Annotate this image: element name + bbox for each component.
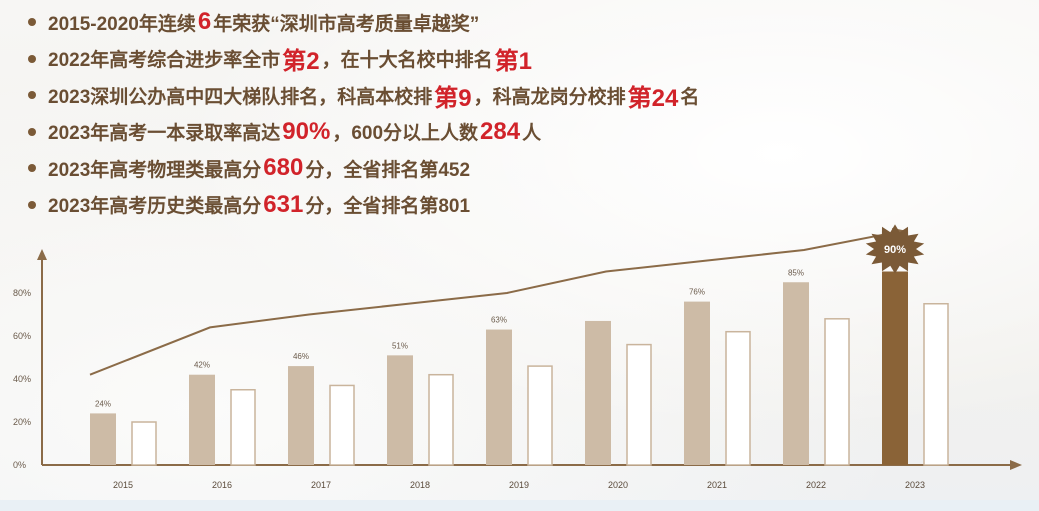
bar-filled [585, 320, 611, 465]
x-tick-label: 2020 [608, 480, 628, 490]
x-tick-label: 2018 [410, 480, 430, 490]
y-tick-label: 80% [13, 288, 31, 298]
highlight-figure: 284 [480, 117, 521, 145]
x-axis-arrow-icon [1010, 460, 1022, 470]
bar-value-label: 24% [95, 399, 111, 408]
y-tick-label: 40% [13, 374, 31, 384]
bullet-dot-icon [28, 54, 36, 63]
bar-filled [783, 282, 809, 465]
highlight-figure: 第9 [434, 84, 472, 112]
achievement-text: ，科高龙岗分校排 [473, 86, 626, 108]
achievement-text: 分，全省排名第452 [305, 159, 471, 181]
achievement-item: 2023年高考物理类最高分 680 分，全省排名第452 [28, 150, 1028, 187]
highlight-figure: 6 [197, 8, 212, 36]
achievement-text: 2022年高考综合进步率全市 [48, 50, 281, 72]
bar-outline [725, 330, 751, 466]
y-tick-label: 0% [13, 460, 26, 470]
achievement-item: 2015-2020年连续 6 年荣获“深圳市高考质量卓越奖” [28, 4, 1028, 41]
bar-value-label: 76% [689, 288, 705, 297]
bottom-strip [0, 500, 1039, 511]
bullet-dot-icon [28, 18, 36, 27]
achievement-text: ，在十大名校中排名 [321, 50, 493, 72]
trend-line [89, 231, 894, 376]
achievement-text: 2023深圳公办高中四大梯队排名，科高本校排 [48, 86, 433, 108]
bar-value-label: 85% [788, 268, 804, 277]
x-tick-label: 2021 [707, 480, 727, 490]
achievement-item: 2023深圳公办高中四大梯队排名，科高本校排 第9 ，科高龙岗分校排 第24 名 [28, 77, 1028, 114]
highlight-figure: 第2 [282, 48, 320, 76]
achievement-list: 2015-2020年连续 6 年荣获“深圳市高考质量卓越奖” 2022年高考综合进步率… [28, 4, 1028, 223]
starburst-badge-icon [865, 224, 925, 274]
highlight-figure: 第24 [627, 84, 679, 112]
bar-outline [131, 421, 157, 466]
bullet-dot-icon [28, 200, 36, 209]
highlight-figure: 第1 [494, 48, 533, 76]
bar-outline [527, 365, 553, 466]
achievement-text: 人 [522, 123, 542, 145]
achievement-item: 2023年高考历史类最高分 631 分，全省排名第801 [28, 187, 1028, 224]
x-tick-label: 2016 [212, 480, 232, 490]
bar-outline [626, 343, 652, 466]
achievement-item: 2022年高考综合进步率全市 第2 ，在十大名校中排名 第1 [28, 41, 1028, 78]
bullet-dot-icon [28, 91, 36, 100]
bar-filled [288, 366, 314, 465]
achievement-text: 分，全省排名第801 [305, 196, 471, 218]
bar-filled [486, 329, 512, 465]
x-tick-label: 2015 [113, 480, 133, 490]
bar-value-label: 42% [194, 361, 210, 370]
achievement-text: 年荣获“深圳市高考质量卓越奖” [213, 13, 480, 35]
achievement-text: 2023年高考历史类最高分 [48, 196, 262, 218]
bar-outline [428, 373, 454, 466]
bar-value-label: 46% [293, 352, 309, 361]
y-tick-label: 60% [13, 331, 31, 341]
achievement-text: 2023年高考物理类最高分 [48, 159, 262, 181]
achievement-item: 2023年高考一本录取率高达 90% ，600分以上人数 284 人 [28, 114, 1028, 151]
bullet-dot-icon [28, 127, 36, 136]
bar-outline [923, 303, 949, 466]
bar-filled [90, 413, 116, 465]
bar-value-label: 51% [392, 341, 408, 350]
highlight-figure: 631 [263, 190, 304, 218]
bar-outline [824, 318, 850, 466]
badge-label: 90% [884, 244, 906, 256]
bar-filled [882, 271, 908, 465]
y-tick-label: 20% [13, 417, 31, 427]
achievement-text: 2015-2020年连续 [48, 13, 196, 35]
x-tick-label: 2022 [806, 480, 826, 490]
y-axis-arrow-icon [37, 249, 47, 260]
bar-value-label: 63% [491, 316, 507, 325]
x-tick-label: 2017 [311, 480, 331, 490]
bar-outline [329, 384, 355, 466]
achievement-text: 名 [680, 86, 700, 108]
highlight-figure: 680 [263, 154, 304, 182]
achievement-text: ，600分以上人数 [332, 123, 479, 145]
bullet-dot-icon [28, 164, 36, 173]
bar-outline [230, 389, 256, 466]
x-tick-label: 2023 [905, 480, 925, 490]
bar-filled [189, 374, 215, 465]
achievement-text: 2023年高考一本录取率高达 [48, 123, 281, 145]
bar-filled [387, 355, 413, 465]
x-tick-label: 2019 [509, 480, 529, 490]
highlight-figure: 90% [282, 117, 331, 145]
bar-filled [684, 301, 710, 465]
